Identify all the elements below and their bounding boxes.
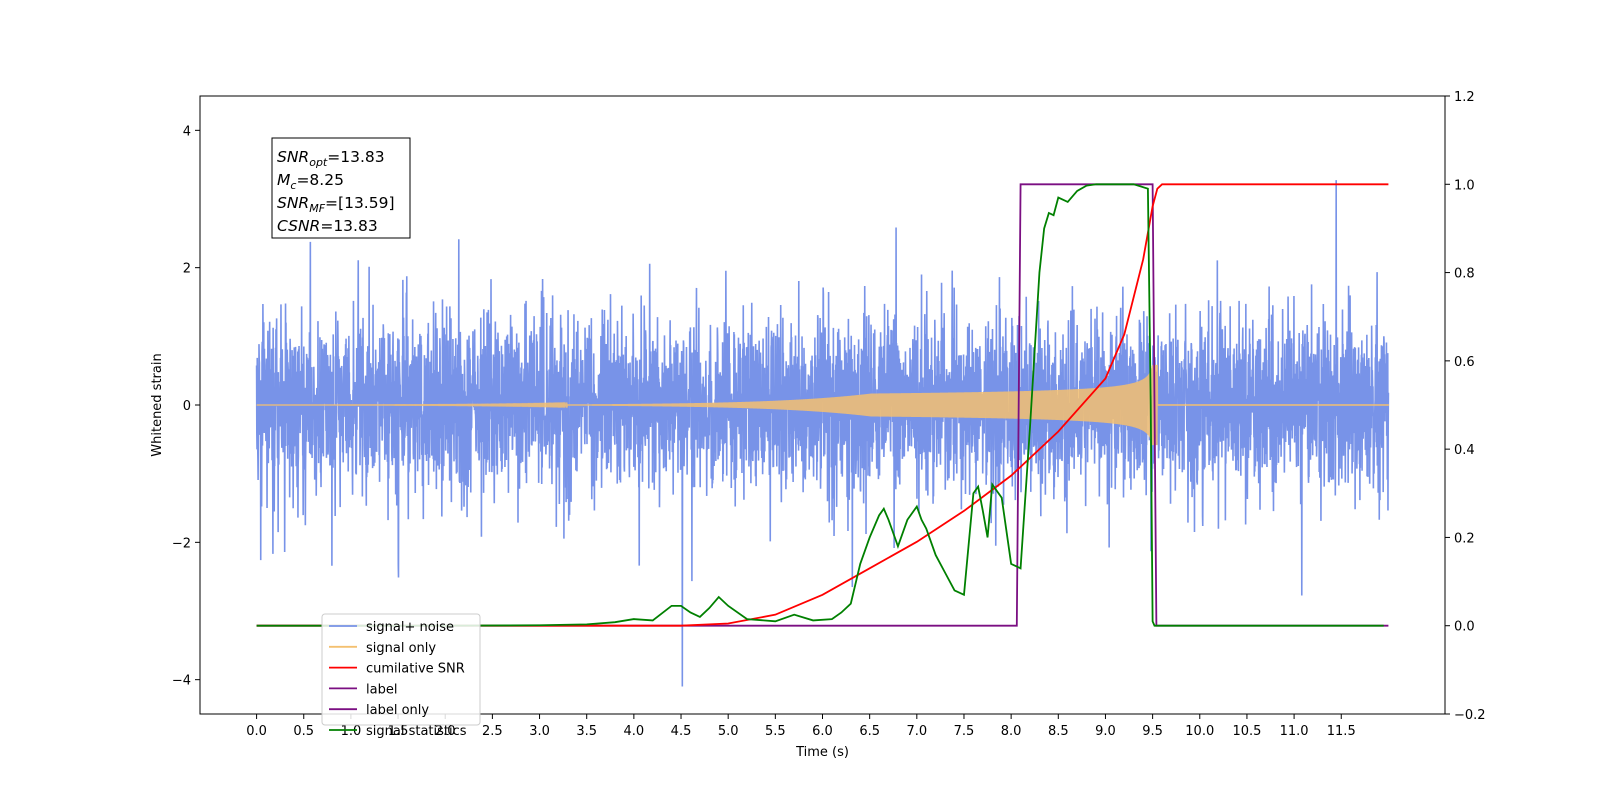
y2-tick-label: 0.8 xyxy=(1454,267,1475,282)
annotation-line: Mc=8.25 xyxy=(277,171,344,192)
y-tick-label: 4 xyxy=(183,124,191,139)
annotation-line: SNRMF=[13.59] xyxy=(277,194,395,215)
y-tick-label: −2 xyxy=(172,536,191,551)
legend-entry: signal statistics xyxy=(366,724,467,739)
plot-area xyxy=(255,180,1390,687)
x-tick-label: 6.5 xyxy=(859,724,880,739)
series-cumulative-snr xyxy=(256,183,1389,627)
legend-entry: signal+ noise xyxy=(366,620,454,635)
x-tick-label: 5.5 xyxy=(765,724,786,739)
x-tick-label: 3.0 xyxy=(529,724,550,739)
y2-tick-label: 0.0 xyxy=(1454,620,1475,635)
x-tick-label: 3.5 xyxy=(576,724,597,739)
x-tick-label: 9.5 xyxy=(1142,724,1163,739)
series-signal-only xyxy=(256,364,1390,446)
x-tick-label: 2.5 xyxy=(482,724,503,739)
annotation-line: CSNR=13.83 xyxy=(277,217,378,235)
x-tick-label: 5.0 xyxy=(718,724,739,739)
y-tick-label: 0 xyxy=(183,399,191,414)
y-axis-title: Whitened strain xyxy=(150,353,165,456)
x-tick-label: 11.5 xyxy=(1327,724,1356,739)
x-tick-label: 4.0 xyxy=(624,724,645,739)
x-tick-label: 8.5 xyxy=(1048,724,1069,739)
legend-entry: cumilative SNR xyxy=(366,662,465,677)
x-tick-label: 10.5 xyxy=(1232,724,1261,739)
legend-entry: label only xyxy=(366,703,429,718)
x-tick-label: 8.0 xyxy=(1001,724,1022,739)
legend-entry: signal only xyxy=(366,641,436,656)
series-signal-noise xyxy=(255,180,1390,687)
x-tick-label: 6.0 xyxy=(812,724,833,739)
series-signal-statistics xyxy=(256,183,1384,627)
y2-tick-label: 0.4 xyxy=(1454,443,1475,458)
legend-entry: label xyxy=(366,682,397,697)
y2-tick-label: 0.2 xyxy=(1454,531,1475,546)
x-tick-label: 7.5 xyxy=(954,724,975,739)
y2-tick-label: 1.0 xyxy=(1454,178,1475,193)
x-tick-label: 0.5 xyxy=(293,724,314,739)
x-tick-label: 1.5 xyxy=(388,724,409,739)
x-axis-title: Time (s) xyxy=(795,745,849,760)
axes: 0.0 0.5 1.0 1.5 2.0 2.5 3.0 3.5 4.0 4.5 5.0 5.5 6.0 6… xyxy=(172,90,1486,739)
y2-tick-label: 0.6 xyxy=(1454,355,1475,370)
x-tick-label: 4.5 xyxy=(671,724,692,739)
y-tick-label: −4 xyxy=(172,674,191,689)
x-tick-label: 2.0 xyxy=(435,724,456,739)
annotation-line: SNRopt=13.83 xyxy=(277,148,385,169)
x-tick-label: 7.0 xyxy=(906,724,927,739)
x-tick-label: 11.0 xyxy=(1280,724,1309,739)
y2-tick-label: 1.2 xyxy=(1454,90,1475,105)
x-tick-label: 0.0 xyxy=(246,724,267,739)
x-tick-label: 9.0 xyxy=(1095,724,1116,739)
x-tick-label: 1.0 xyxy=(341,724,362,739)
legend: signal+ noise signal only cumilative SNR la… xyxy=(321,613,481,739)
y-tick-label: 2 xyxy=(183,262,191,277)
y2-tick-label: −0.2 xyxy=(1454,708,1486,723)
x-tick-label: 10.0 xyxy=(1185,724,1214,739)
